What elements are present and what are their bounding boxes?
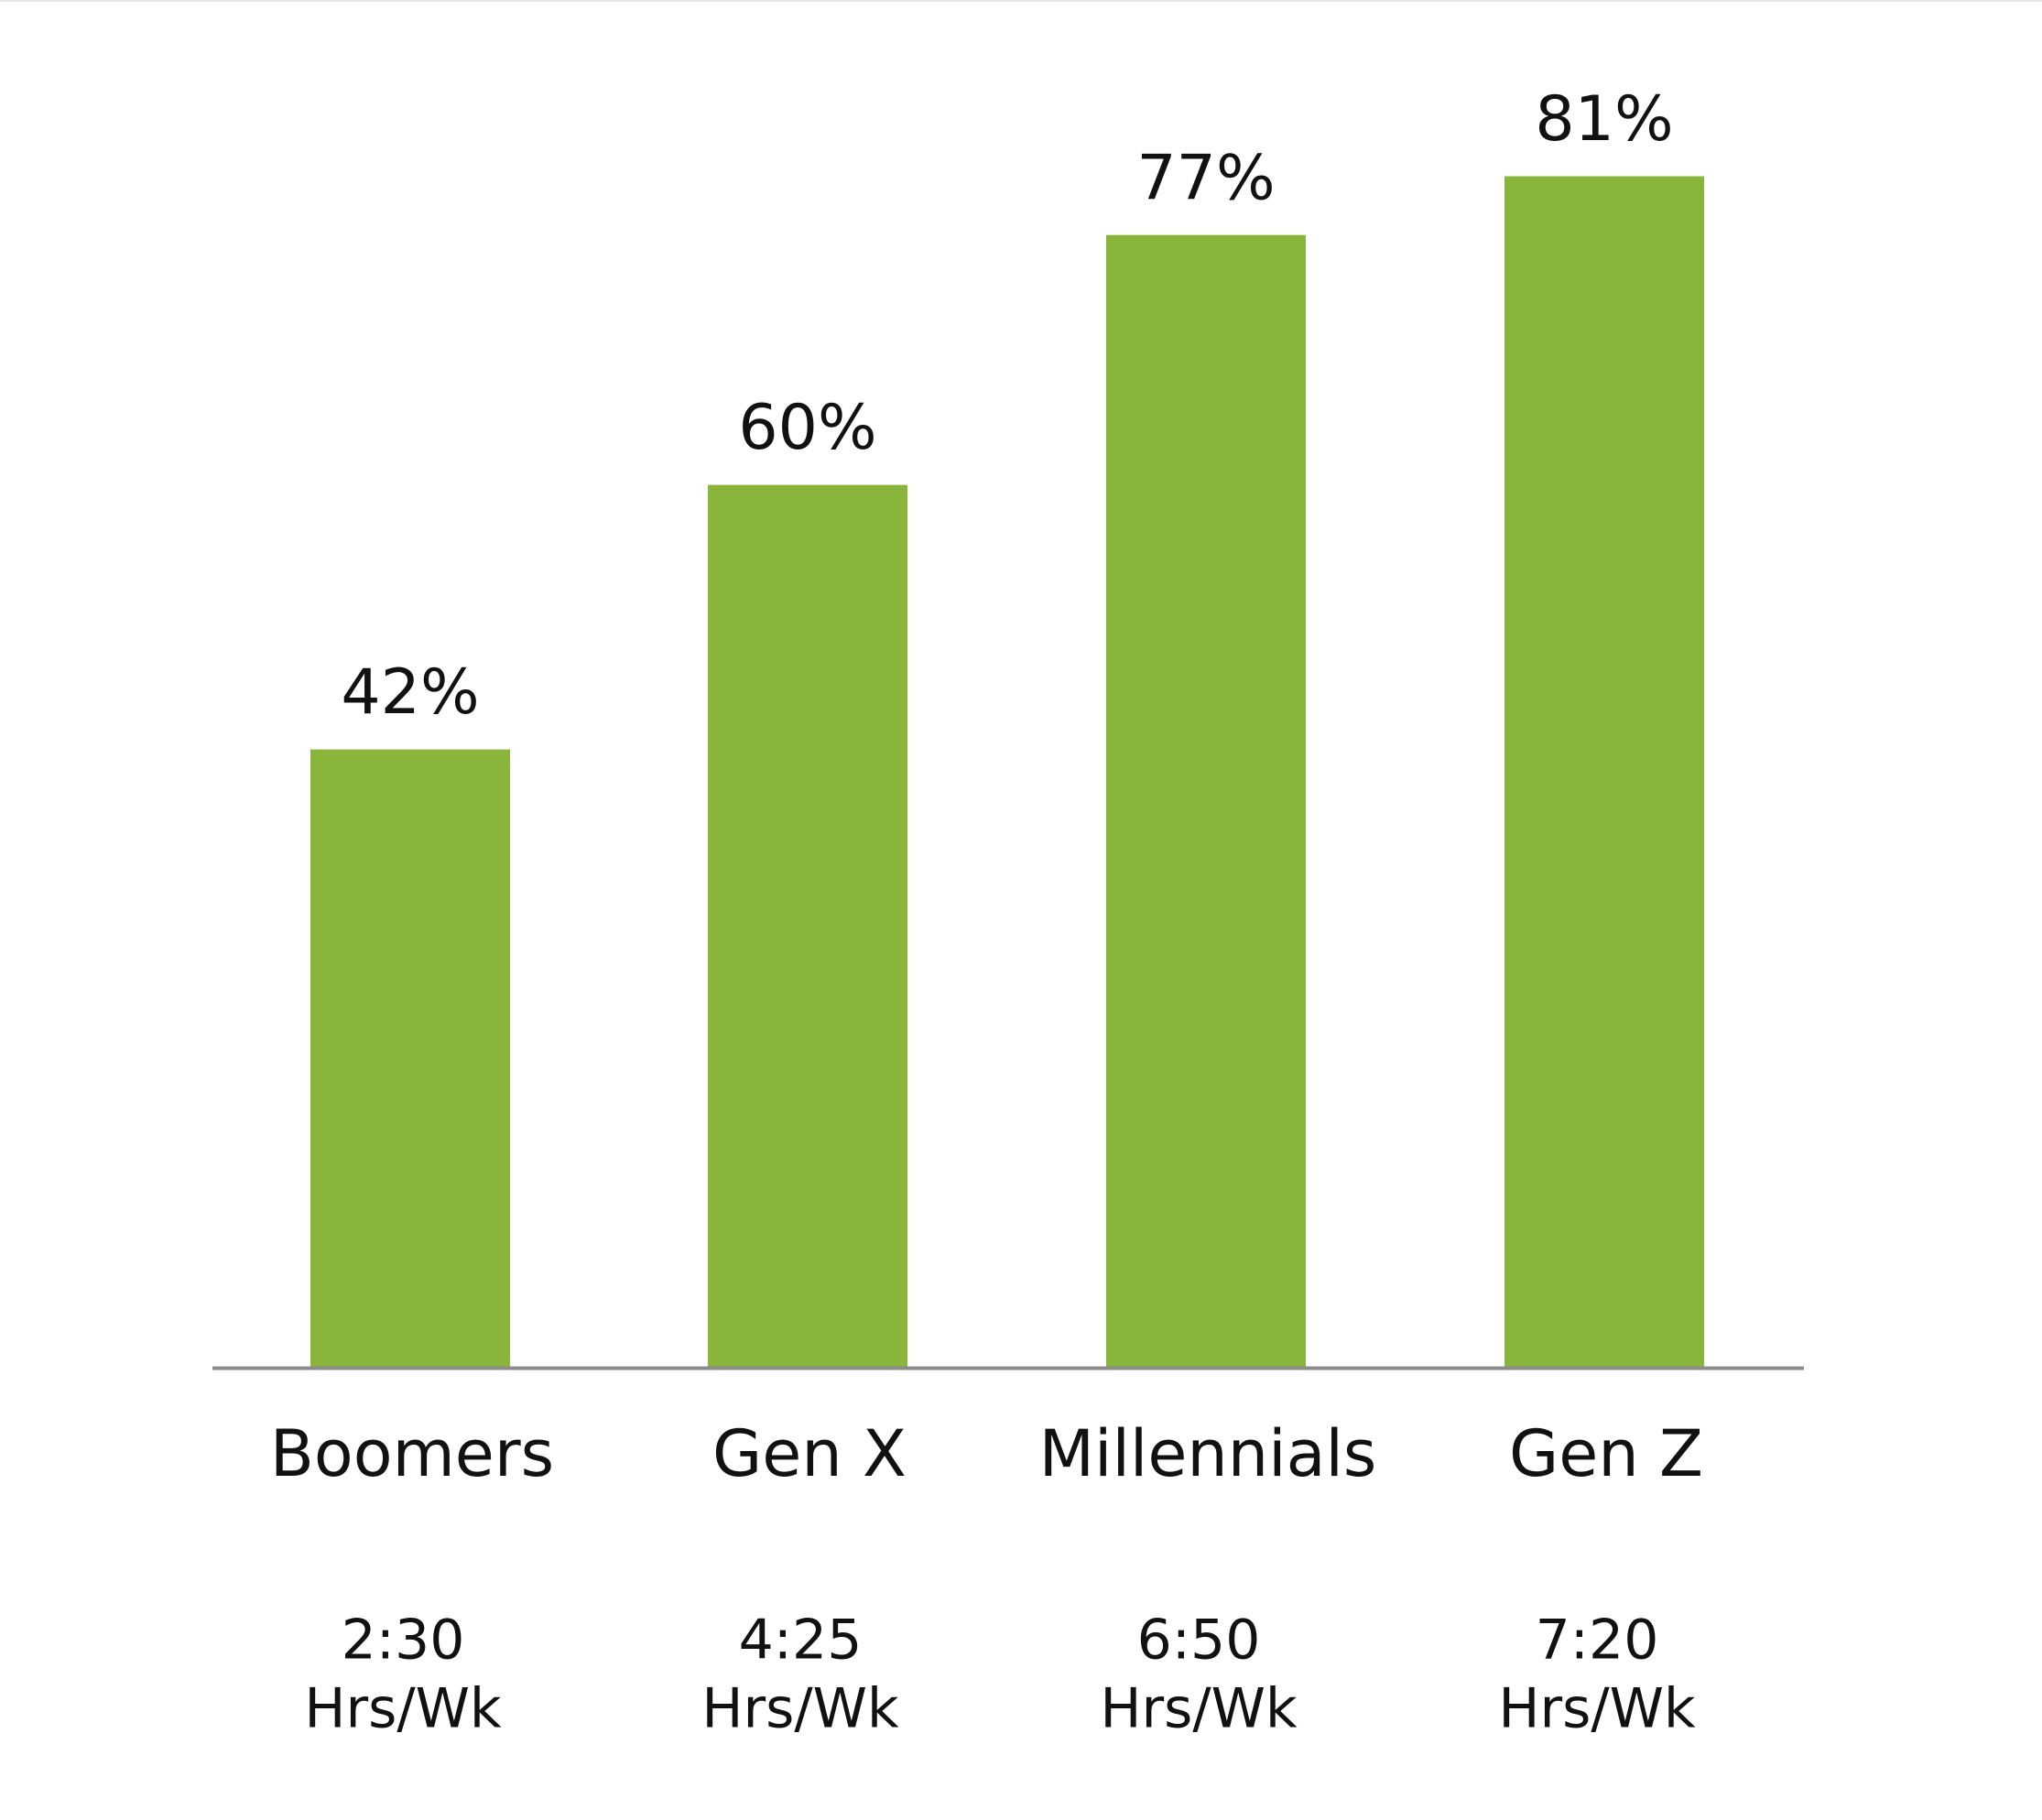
- value-label: 60%: [738, 392, 876, 464]
- value-label: 81%: [1535, 83, 1673, 156]
- hours-unit: Hrs/Wk: [701, 1677, 899, 1741]
- value-label: 77%: [1136, 142, 1275, 214]
- hours-label: 2:30: [342, 1609, 465, 1673]
- bar: [1504, 176, 1704, 1367]
- bar: [310, 749, 510, 1367]
- hours-unit: Hrs/Wk: [304, 1677, 502, 1741]
- bar: [1106, 234, 1306, 1368]
- hours-label: 4:25: [739, 1609, 863, 1673]
- category-label: Gen X: [712, 1416, 907, 1491]
- hours-label: 7:20: [1536, 1609, 1659, 1673]
- bar: [708, 484, 907, 1367]
- hours-unit: Hrs/Wk: [1100, 1677, 1298, 1741]
- category-label: Millennials: [1039, 1416, 1377, 1491]
- value-label: 42%: [341, 656, 479, 729]
- hours-label: 6:50: [1137, 1609, 1261, 1673]
- category-label: Gen Z: [1509, 1416, 1703, 1491]
- category-label: Boomers: [270, 1416, 554, 1491]
- hours-unit: Hrs/Wk: [1498, 1677, 1696, 1741]
